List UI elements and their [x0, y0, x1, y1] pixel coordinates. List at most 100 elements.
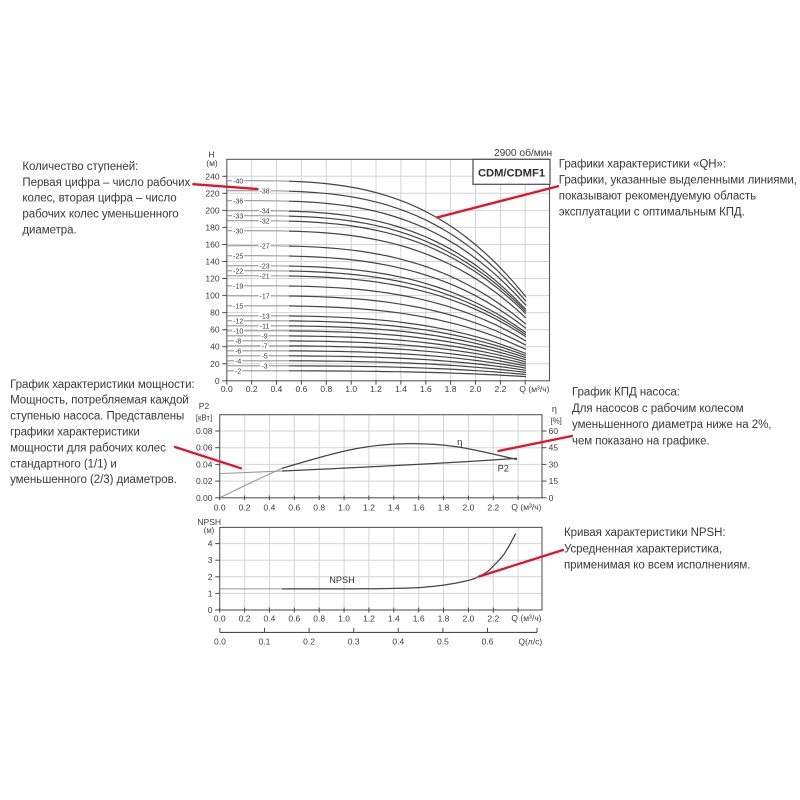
svg-text:Количество ступеней:: Количество ступеней:: [22, 161, 138, 173]
svg-text:0.6: 0.6: [482, 637, 494, 647]
svg-text:0.4: 0.4: [271, 384, 283, 394]
svg-text:-21: -21: [260, 274, 270, 281]
svg-text:0.06: 0.06: [196, 443, 213, 453]
svg-text:2.0: 2.0: [462, 614, 474, 624]
svg-text:колес, вторая цифра – число: колес, вторая цифра – число: [22, 193, 176, 205]
svg-text:График КПД насоса:: График КПД насоса:: [572, 387, 680, 399]
svg-text:1.2: 1.2: [363, 503, 375, 513]
svg-text:0.8: 0.8: [313, 614, 325, 624]
svg-text:0.8: 0.8: [320, 384, 332, 394]
svg-text:-13: -13: [260, 313, 270, 320]
svg-text:45: 45: [549, 443, 559, 453]
svg-text:-22: -22: [233, 269, 243, 276]
svg-text:2900 об/мин: 2900 об/мин: [494, 147, 552, 159]
svg-text:уменьшенного (2/3) диаметров.: уменьшенного (2/3) диаметров.: [10, 474, 177, 486]
svg-text:-34: -34: [260, 209, 270, 216]
svg-text:-36: -36: [233, 199, 243, 206]
svg-text:0.1: 0.1: [259, 637, 271, 647]
svg-text:-17: -17: [260, 294, 270, 301]
svg-text:0.0: 0.0: [221, 384, 233, 394]
svg-text:15: 15: [549, 476, 559, 486]
svg-text:180: 180: [205, 222, 219, 232]
svg-text:чем показано на графике.: чем показано на графике.: [572, 436, 710, 448]
svg-text:Усредненная характеристика,: Усредненная характеристика,: [564, 543, 722, 555]
svg-text:графики характеристики: графики характеристики: [10, 427, 140, 439]
svg-text:(м): (м): [204, 526, 215, 535]
svg-text:120: 120: [205, 274, 219, 284]
svg-text:200: 200: [205, 205, 219, 215]
svg-text:4: 4: [208, 539, 213, 549]
svg-text:1.4: 1.4: [388, 614, 400, 624]
svg-text:-9: -9: [261, 333, 267, 340]
svg-text:2.0: 2.0: [462, 503, 474, 513]
svg-text:60: 60: [210, 325, 220, 335]
svg-text:0.3: 0.3: [348, 637, 360, 647]
svg-text:-32: -32: [260, 219, 270, 226]
svg-text:140: 140: [205, 257, 219, 267]
svg-text:0: 0: [208, 605, 213, 615]
svg-text:0.04: 0.04: [196, 459, 213, 469]
svg-text:-5: -5: [261, 353, 267, 360]
svg-text:0.2: 0.2: [246, 384, 258, 394]
svg-text:0.6: 0.6: [288, 614, 300, 624]
svg-text:0.4: 0.4: [263, 503, 275, 513]
svg-text:ступенью насоса. Представлены: ступенью насоса. Представлены: [10, 411, 184, 423]
svg-text:0.0: 0.0: [214, 614, 226, 624]
svg-text:1.8: 1.8: [438, 614, 450, 624]
svg-text:2: 2: [208, 572, 213, 582]
svg-text:-2: -2: [235, 368, 241, 375]
svg-text:40: 40: [210, 342, 220, 352]
svg-text:уменьшенного диаметра ниже на: уменьшенного диаметра ниже на 2%,: [572, 419, 771, 431]
svg-text:-10: -10: [233, 328, 243, 335]
svg-text:График характеристики мощности: График характеристики мощности:: [10, 379, 195, 391]
svg-text:Графики, указанные выделенными: Графики, указанные выделенными линиями,: [559, 175, 797, 187]
svg-text:0: 0: [215, 376, 220, 386]
svg-text:0.2: 0.2: [303, 637, 315, 647]
svg-text:160: 160: [205, 240, 219, 250]
svg-text:-15: -15: [233, 303, 243, 310]
svg-text:1.2: 1.2: [363, 614, 375, 624]
svg-text:1.6: 1.6: [413, 503, 425, 513]
svg-text:Кривая характеристики NPSH:: Кривая характеристики NPSH:: [564, 527, 726, 539]
svg-text:20: 20: [210, 359, 220, 369]
svg-text:-40: -40: [233, 179, 243, 186]
svg-text:-7: -7: [261, 343, 267, 350]
svg-text:1.0: 1.0: [338, 614, 350, 624]
svg-text:2.0: 2.0: [470, 384, 482, 394]
svg-text:0.2: 0.2: [239, 614, 251, 624]
svg-text:1.2: 1.2: [370, 384, 382, 394]
svg-text:3: 3: [208, 555, 213, 565]
svg-text:0.02: 0.02: [196, 476, 213, 486]
svg-text:Графики характеристики «QH»:: Графики характеристики «QH»:: [559, 159, 726, 171]
svg-text:-11: -11: [260, 323, 270, 330]
svg-text:применимая ко всем исполнениям: применимая ко всем исполнениям.: [564, 560, 750, 572]
svg-text:1.8: 1.8: [445, 384, 457, 394]
svg-text:NPSH: NPSH: [197, 517, 221, 527]
svg-text:0.4: 0.4: [263, 614, 275, 624]
svg-text:Q (м³/ч): Q (м³/ч): [519, 384, 549, 394]
svg-text:показывают рекомендуемую облас: показывают рекомендуемую область: [559, 191, 756, 203]
svg-text:1.8: 1.8: [438, 503, 450, 513]
svg-text:рабочих колес уменьшенного: рабочих колес уменьшенного: [22, 209, 178, 221]
svg-text:-12: -12: [233, 318, 243, 325]
svg-text:30: 30: [549, 459, 559, 469]
svg-text:-33: -33: [233, 214, 243, 221]
svg-text:1.0: 1.0: [338, 503, 350, 513]
svg-text:Q(л/с): Q(л/с): [518, 637, 542, 647]
svg-text:0.4: 0.4: [392, 637, 404, 647]
svg-text:0.6: 0.6: [288, 503, 300, 513]
svg-text:-8: -8: [235, 338, 241, 345]
svg-text:0.2: 0.2: [239, 503, 251, 513]
svg-text:2.2: 2.2: [494, 384, 506, 394]
svg-text:0.0: 0.0: [214, 503, 226, 513]
svg-text:1.6: 1.6: [420, 384, 432, 394]
svg-text:0.00: 0.00: [196, 493, 213, 503]
svg-text:0: 0: [549, 493, 554, 503]
svg-text:-23: -23: [260, 264, 270, 271]
svg-text:Для насосов с рабочим колесом: Для насосов с рабочим колесом: [572, 403, 744, 415]
svg-text:-38: -38: [260, 189, 270, 196]
svg-text:60: 60: [549, 426, 559, 436]
svg-text:-30: -30: [233, 229, 243, 236]
svg-text:1.6: 1.6: [413, 614, 425, 624]
svg-text:100: 100: [205, 291, 219, 301]
